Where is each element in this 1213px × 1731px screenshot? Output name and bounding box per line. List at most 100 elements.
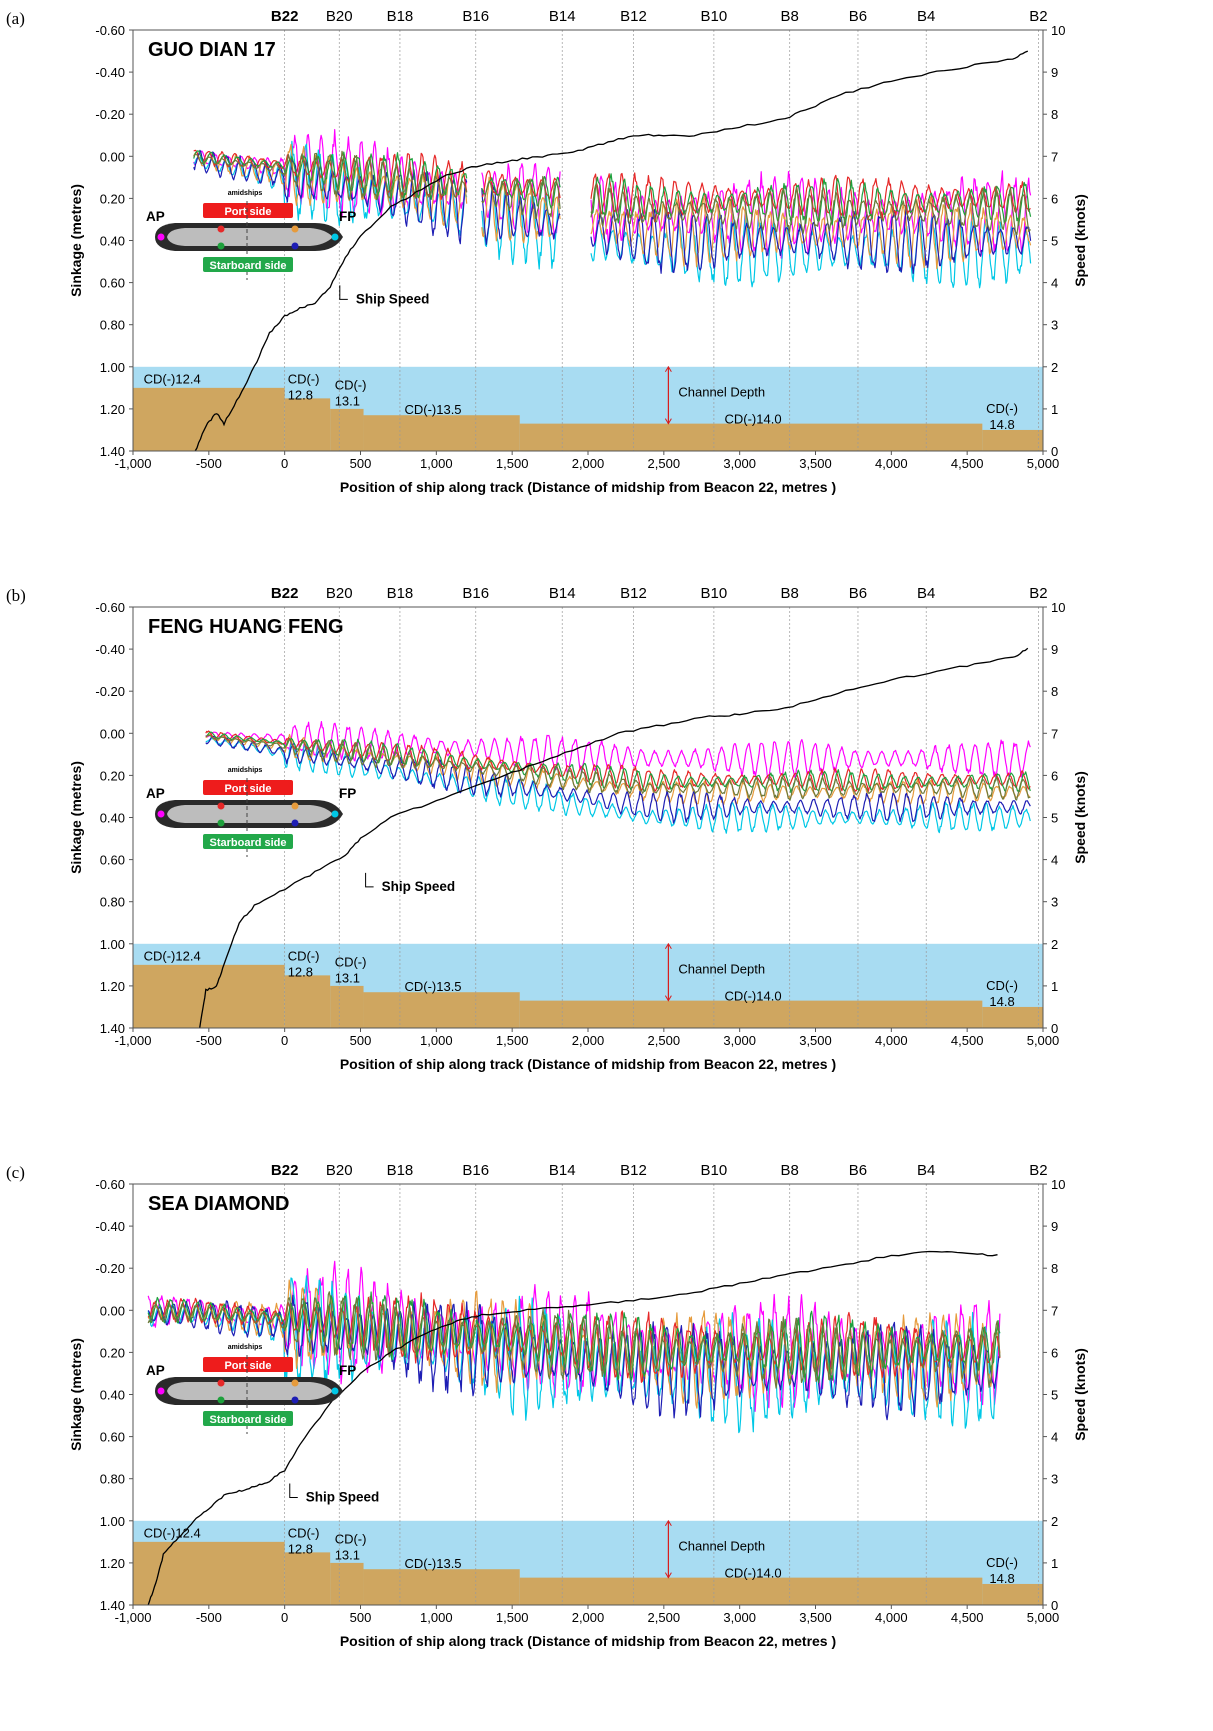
ship-name: GUO DIAN 17	[148, 39, 276, 61]
y-right-tick-label: 3	[1051, 1472, 1058, 1487]
sinkage-series-3	[193, 149, 468, 245]
x-tick-label: 1,000	[420, 1610, 453, 1625]
depth-label: 12.8	[288, 1541, 313, 1556]
x-tick-label: 1,500	[496, 456, 529, 471]
sinkage-series-2	[481, 176, 561, 244]
x-tick-label: 3,500	[799, 456, 832, 471]
ap-label: AP	[146, 786, 165, 801]
depth-label: CD(-)	[288, 371, 320, 386]
y-right-tick-label: 3	[1051, 318, 1058, 333]
beacon-label: B16	[462, 8, 489, 25]
channel-depth-label: Channel Depth	[678, 384, 765, 399]
y-left-tick-label: -0.60	[95, 23, 125, 38]
y-left-tick-label: 0.60	[100, 276, 125, 291]
sinkage-series-5	[481, 176, 561, 209]
speed-line	[199, 647, 1029, 1029]
seabed-step	[982, 429, 1043, 451]
x-tick-label: -500	[196, 1610, 222, 1625]
y-right-tick-label: 7	[1051, 1303, 1058, 1318]
depth-label: CD(-)14.0	[725, 1565, 782, 1580]
beacon-label: B4	[917, 1162, 935, 1179]
beacon-label: B10	[701, 1162, 728, 1179]
y-left-tick-label: -0.40	[95, 642, 125, 657]
chart-panel-b: (b) CD(-)12.4 CD(-) 12.8 CD(-) 13.1 CD(-)13.5 C…	[0, 577, 1213, 1154]
y-right-tick-label: 7	[1051, 726, 1058, 741]
beacon-label: B4	[917, 8, 935, 25]
x-tick-label: 3,000	[723, 1610, 756, 1625]
x-axis-title: Position of ship along track (Distance o…	[340, 479, 836, 495]
depth-label: 14.8	[989, 417, 1014, 432]
depth-label: CD(-)12.4	[144, 371, 201, 386]
x-tick-label: 1,500	[496, 1033, 529, 1048]
y-left-tick-label: -0.40	[95, 65, 125, 80]
x-tick-label: 2,500	[648, 1033, 681, 1048]
beacon-label: B6	[849, 585, 867, 602]
depth-label: 14.8	[989, 994, 1014, 1009]
sensor-dot	[291, 1379, 299, 1387]
depth-label: 12.8	[288, 387, 313, 402]
depth-arrow-head	[664, 995, 672, 1002]
fp-label: FP	[339, 786, 356, 801]
port-label: Port side	[224, 1360, 271, 1372]
y-right-tick-label: 4	[1051, 276, 1058, 291]
sinkage-series-6	[193, 150, 468, 201]
sinkage-series-0	[147, 1260, 1001, 1412]
ap-label: AP	[146, 209, 165, 224]
chart-svg: (c)CD(-)12.4 CD(-)12.8CD(-)13.1CD(-)13.5C…	[6, 1162, 1088, 1649]
x-tick-label: 5,000	[1027, 456, 1060, 471]
x-tick-label: 4,000	[875, 1033, 908, 1048]
depth-arrow-head	[664, 1519, 672, 1527]
speed-line	[147, 1250, 998, 1606]
y-left-tick-label: 0.20	[100, 191, 125, 206]
y-right-tick-label: 6	[1051, 1345, 1058, 1360]
y-left-tick-label: -0.60	[95, 600, 125, 615]
starboard-tag	[203, 834, 293, 849]
y-left-tick-label: -0.40	[95, 1219, 125, 1234]
y-right-axis-title: Speed (knots)	[1072, 771, 1088, 864]
y-right-tick-label: 8	[1051, 107, 1058, 122]
seabed-step	[363, 992, 520, 1028]
x-tick-label: 0	[281, 1610, 288, 1625]
sensor-dot	[157, 810, 165, 818]
seabed-step	[519, 1000, 983, 1028]
panel-label: (a)	[6, 9, 25, 28]
x-tick-label: -1,000	[115, 1033, 152, 1048]
sinkage-series-6	[205, 734, 1031, 801]
y-right-tick-label: 8	[1051, 684, 1058, 699]
x-tick-label: 500	[350, 456, 372, 471]
depth-label: CD(-)	[335, 955, 367, 970]
y-left-tick-label: 1.20	[100, 979, 125, 994]
beacon-label: B20	[326, 8, 353, 25]
sensor-dot	[331, 1387, 339, 1395]
sensor-dot	[157, 233, 165, 241]
depth-label: CD(-)	[335, 378, 367, 393]
amidships-label: amidships	[228, 190, 263, 197]
sensor-dot	[291, 802, 299, 810]
depth-label: CD(-)14.0	[725, 411, 782, 426]
y-left-tick-label: 1.20	[100, 1556, 125, 1571]
sensor-dot	[291, 225, 299, 233]
y-right-tick-label: 0	[1051, 444, 1058, 459]
y-left-tick-label: 0.60	[100, 853, 125, 868]
speed-pointer	[289, 1483, 298, 1499]
x-tick-label: 500	[350, 1033, 372, 1048]
ship-diagram: amidships Port side AP FP Starboard side	[146, 190, 356, 280]
y-right-tick-label: 2	[1051, 937, 1058, 952]
depth-arrow-head	[664, 365, 672, 373]
depth-label: CD(-)	[986, 978, 1018, 993]
y-left-tick-label: 0.40	[100, 234, 125, 249]
y-right-tick-label: 1	[1051, 402, 1058, 417]
amidships-label: amidships	[228, 767, 263, 774]
starboard-label: Starboard side	[209, 1414, 286, 1426]
y-left-tick-label: 0.80	[100, 318, 125, 333]
sensor-dot	[331, 810, 339, 818]
ship-name: FENG HUANG FENG	[148, 616, 344, 638]
seabed-step	[284, 1552, 331, 1605]
depth-label: CD(-)	[986, 401, 1018, 416]
y-left-tick-label: 0.40	[100, 811, 125, 826]
speed-pointer	[339, 285, 348, 300]
beacon-label: B2	[1029, 585, 1047, 602]
x-tick-label: 3,500	[799, 1033, 832, 1048]
depth-label: CD(-)	[335, 1532, 367, 1547]
depth-label: CD(-)	[288, 948, 320, 963]
